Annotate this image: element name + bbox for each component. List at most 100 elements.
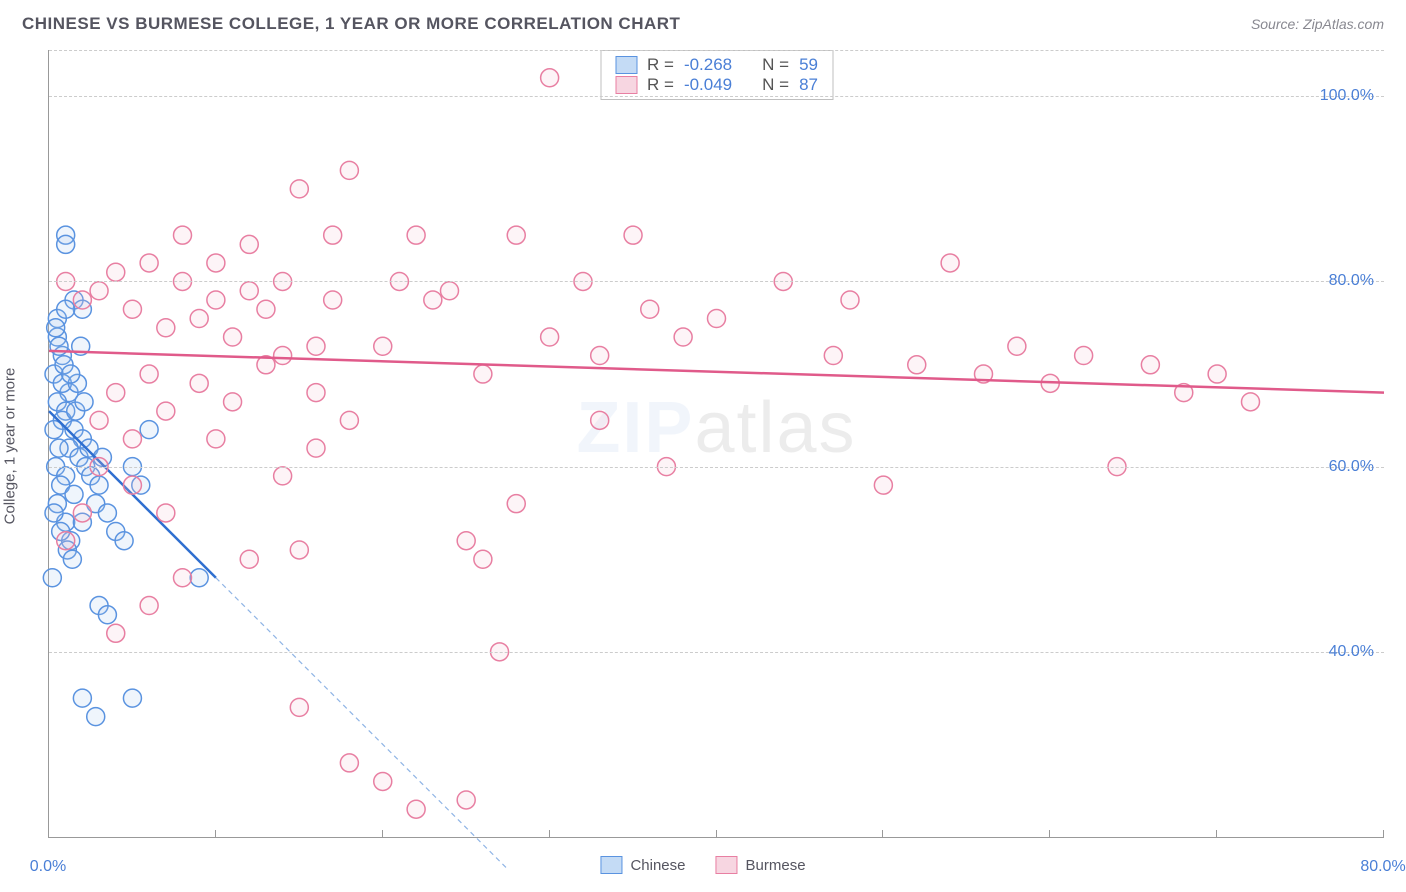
scatter-point: [123, 430, 141, 448]
y-tick-label: 100.0%: [1320, 87, 1374, 105]
gridline-h: [49, 96, 1384, 97]
scatter-point: [541, 328, 559, 346]
scatter-point: [207, 430, 225, 448]
footer-legend-item: Chinese: [600, 856, 685, 874]
scatter-point: [507, 226, 525, 244]
scatter-point: [240, 550, 258, 568]
scatter-point: [43, 569, 61, 587]
scatter-point: [174, 569, 192, 587]
scatter-point: [274, 347, 292, 365]
scatter-point: [73, 291, 91, 309]
gridline-h: [49, 50, 1384, 51]
scatter-point: [224, 393, 242, 411]
scatter-point: [290, 541, 308, 559]
scatter-point: [50, 439, 68, 457]
scatter-point: [190, 310, 208, 328]
scatter-point: [73, 689, 91, 707]
scatter-point: [90, 476, 108, 494]
scatter-point: [123, 476, 141, 494]
scatter-point: [324, 291, 342, 309]
scatter-svg: [49, 50, 1384, 837]
x-tick-mark: [882, 830, 883, 838]
scatter-point: [424, 291, 442, 309]
x-tick-mark: [549, 830, 550, 838]
scatter-point: [474, 550, 492, 568]
scatter-point: [1075, 347, 1093, 365]
scatter-point: [407, 800, 425, 818]
n-value: 59: [799, 55, 818, 75]
scatter-point: [62, 365, 80, 383]
scatter-point: [340, 754, 358, 772]
chart-header: CHINESE VS BURMESE COLLEGE, 1 YEAR OR MO…: [0, 0, 1406, 42]
scatter-point: [641, 300, 659, 318]
x-tick-mark: [1216, 830, 1217, 838]
scatter-point: [157, 402, 175, 420]
scatter-point: [457, 532, 475, 550]
gridline-h: [49, 281, 1384, 282]
scatter-point: [73, 504, 91, 522]
chart-title: CHINESE VS BURMESE COLLEGE, 1 YEAR OR MO…: [22, 14, 680, 34]
r-label: R =: [647, 55, 674, 75]
legend-label: Burmese: [746, 857, 806, 874]
legend-swatch: [615, 56, 637, 74]
scatter-point: [190, 374, 208, 392]
scatter-point: [708, 310, 726, 328]
scatter-point: [307, 439, 325, 457]
scatter-point: [624, 226, 642, 244]
scatter-point: [407, 226, 425, 244]
scatter-point: [1141, 356, 1159, 374]
scatter-point: [591, 347, 609, 365]
scatter-point: [340, 161, 358, 179]
legend-stats-row: R =-0.268N =59: [615, 55, 818, 75]
scatter-point: [207, 254, 225, 272]
scatter-point: [57, 532, 75, 550]
scatter-point: [123, 689, 141, 707]
r-value: -0.049: [684, 75, 732, 95]
legend-swatch: [716, 856, 738, 874]
scatter-point: [240, 282, 258, 300]
x-tick-mark: [716, 830, 717, 838]
scatter-point: [157, 504, 175, 522]
scatter-point: [591, 411, 609, 429]
legend-stats-row: R =-0.049N =87: [615, 75, 818, 95]
scatter-point: [98, 504, 116, 522]
scatter-point: [307, 384, 325, 402]
scatter-point: [374, 772, 392, 790]
scatter-point: [75, 393, 93, 411]
scatter-point: [107, 263, 125, 281]
scatter-point: [90, 282, 108, 300]
scatter-point: [140, 254, 158, 272]
scatter-point: [541, 69, 559, 87]
scatter-point: [374, 337, 392, 355]
scatter-point: [87, 708, 105, 726]
scatter-point: [140, 597, 158, 615]
scatter-point: [107, 384, 125, 402]
scatter-point: [941, 254, 959, 272]
scatter-point: [290, 698, 308, 716]
scatter-point: [324, 226, 342, 244]
x-tick-mark: [1383, 830, 1384, 838]
scatter-point: [65, 485, 83, 503]
x-tick-mark: [382, 830, 383, 838]
gridline-h: [49, 652, 1384, 653]
scatter-point: [123, 300, 141, 318]
chart-source: Source: ZipAtlas.com: [1251, 16, 1384, 32]
scatter-point: [908, 356, 926, 374]
scatter-point: [874, 476, 892, 494]
scatter-point: [90, 411, 108, 429]
x-tick-label: 0.0%: [30, 858, 66, 876]
n-value: 87: [799, 75, 818, 95]
legend-swatch: [600, 856, 622, 874]
scatter-point: [224, 328, 242, 346]
scatter-point: [207, 291, 225, 309]
scatter-point: [274, 467, 292, 485]
scatter-point: [98, 606, 116, 624]
chart-plot-area: ZIPatlas R =-0.268N =59R =-0.049N =87 40…: [48, 50, 1384, 838]
scatter-point: [1208, 365, 1226, 383]
footer-legend-item: Burmese: [716, 856, 806, 874]
scatter-point: [45, 504, 63, 522]
x-tick-label: 80.0%: [1360, 858, 1405, 876]
n-label: N =: [762, 75, 789, 95]
scatter-point: [63, 550, 81, 568]
r-value: -0.268: [684, 55, 732, 75]
